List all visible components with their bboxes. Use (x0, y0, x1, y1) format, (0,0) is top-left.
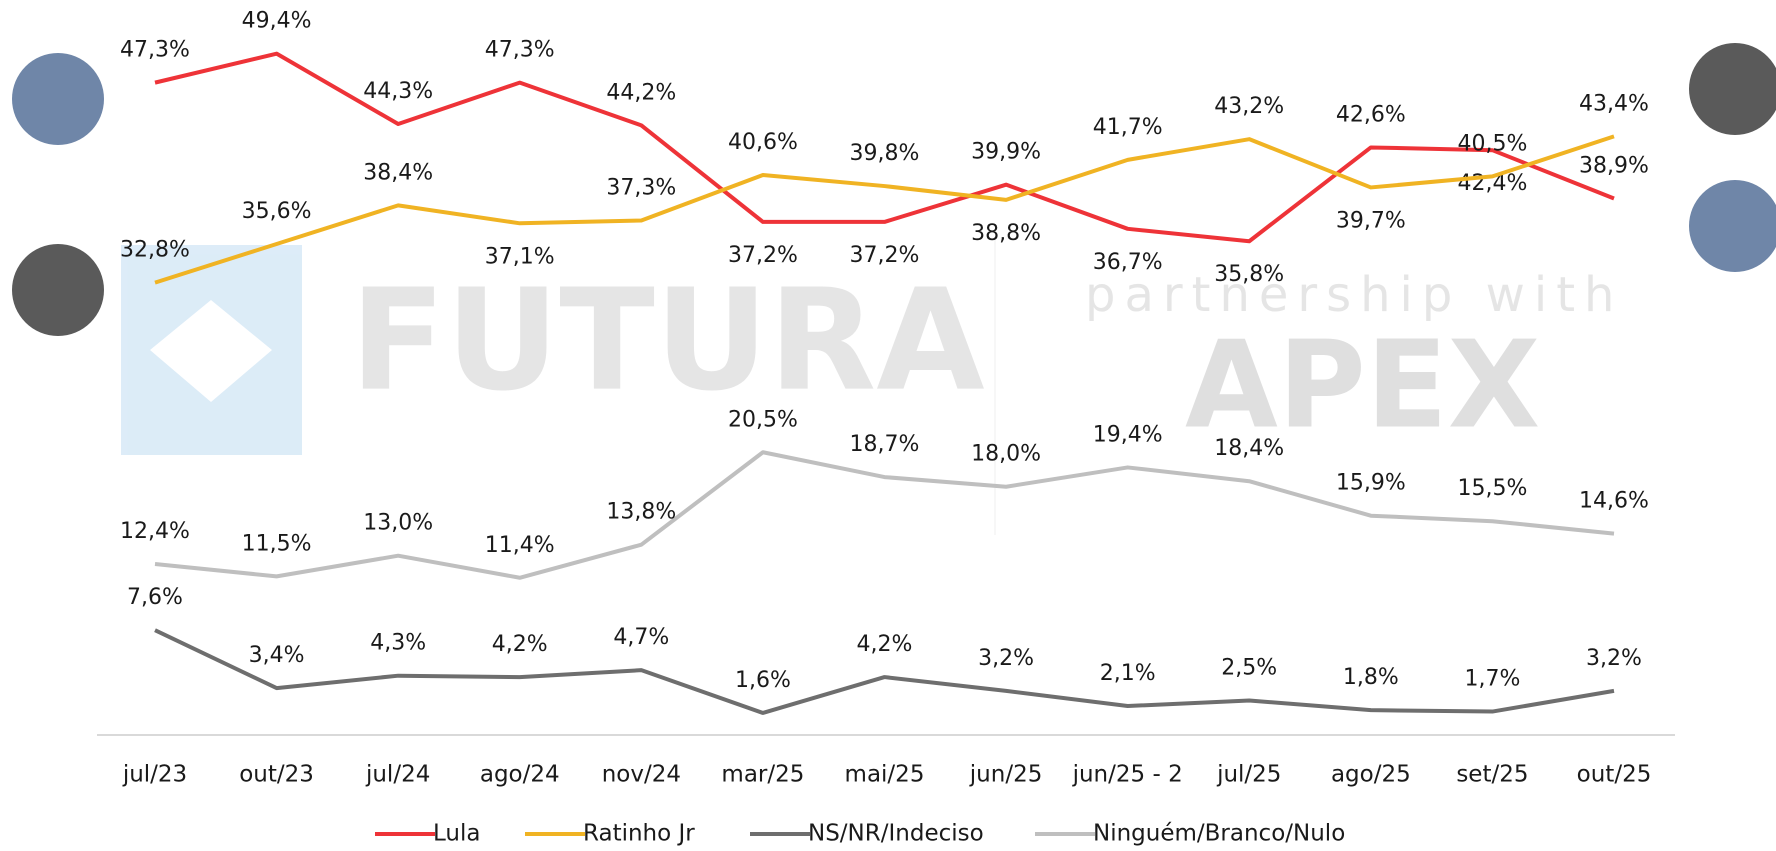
legend-label: Ratinho Jr (583, 821, 695, 847)
legend-label: Ninguém/Branco/Nulo (1093, 821, 1345, 847)
value-label: 37,3% (606, 176, 676, 201)
value-label: 38,8% (971, 221, 1041, 246)
value-label: 38,4% (363, 160, 433, 185)
value-label: 11,5% (242, 531, 312, 556)
value-label: 18,7% (850, 432, 920, 457)
value-label: 4,7% (613, 625, 669, 650)
watermark-partner-line: partnership with (1085, 267, 1623, 323)
value-label: 37,2% (728, 243, 798, 268)
photo-ratinho-left (12, 244, 104, 336)
value-label: 3,4% (249, 643, 305, 668)
watermark-brand: FUTURA (350, 260, 985, 423)
x-tick-label: jul/24 (365, 762, 430, 788)
x-tick-label: nov/24 (602, 762, 681, 788)
value-label: 2,1% (1100, 661, 1156, 686)
x-tick-label: out/23 (239, 762, 314, 788)
value-label: 42,6% (1336, 102, 1406, 127)
value-label: 1,7% (1464, 667, 1520, 692)
value-label: 49,4% (242, 9, 312, 34)
value-label: 19,4% (1093, 422, 1163, 447)
value-label: 12,4% (120, 519, 190, 544)
value-label: 37,2% (850, 243, 920, 268)
watermark-partner: APEX (1185, 317, 1540, 456)
value-label: 36,7% (1093, 250, 1163, 275)
value-label: 44,3% (363, 79, 433, 104)
value-label: 3,2% (1586, 646, 1642, 671)
value-label: 35,8% (1214, 262, 1284, 287)
x-tick-label: jul/23 (122, 762, 187, 788)
x-tick-label: out/25 (1577, 762, 1652, 788)
x-tick-label: jul/25 (1216, 762, 1281, 788)
value-label: 3,2% (978, 646, 1034, 671)
x-tick-label: set/25 (1456, 762, 1528, 788)
value-label: 44,2% (606, 80, 676, 105)
photo-ratinho-right (1689, 43, 1776, 135)
value-label: 1,8% (1343, 665, 1399, 690)
value-label: 40,5% (1457, 131, 1527, 156)
x-tick-label: jun/25 (969, 762, 1043, 788)
value-label: 35,6% (242, 199, 312, 224)
photo-lula-right (1689, 180, 1776, 272)
value-label: 2,5% (1221, 656, 1277, 681)
chart: FUTURA partnership with APEX jul/23 out/2… (0, 0, 1776, 851)
legend-label: Lula (433, 821, 480, 847)
value-label: 18,0% (971, 442, 1041, 467)
legend-label: NS/NR/Indeciso (808, 821, 984, 847)
value-label: 32,8% (120, 238, 190, 263)
value-label: 13,8% (606, 500, 676, 525)
x-tick-label: ago/24 (480, 762, 560, 788)
value-label: 47,3% (120, 38, 190, 63)
value-label: 37,1% (485, 244, 555, 269)
photo-lula-left (12, 53, 104, 145)
value-label: 11,4% (485, 533, 555, 558)
value-label: 47,3% (485, 38, 555, 63)
x-tick-label: mai/25 (845, 762, 925, 788)
value-label: 39,7% (1336, 208, 1406, 233)
value-label: 39,8% (850, 141, 920, 166)
value-label: 4,3% (370, 631, 426, 656)
value-label: 43,4% (1579, 91, 1649, 116)
x-tick-label: ago/25 (1331, 762, 1411, 788)
value-label: 20,5% (728, 407, 798, 432)
value-label: 1,6% (735, 668, 791, 693)
value-label: 18,4% (1214, 436, 1284, 461)
value-label: 38,9% (1579, 153, 1649, 178)
value-label: 15,5% (1457, 476, 1527, 501)
value-label: 4,2% (857, 632, 913, 657)
value-label: 15,9% (1336, 471, 1406, 496)
x-tick-label: mar/25 (721, 762, 804, 788)
value-label: 4,2% (492, 632, 548, 657)
value-label: 43,2% (1214, 94, 1284, 119)
value-label: 40,6% (728, 130, 798, 155)
value-label: 39,9% (971, 140, 1041, 165)
value-label: 7,6% (127, 585, 183, 610)
x-tick-label: jun/25 - 2 (1072, 762, 1183, 788)
value-label: 13,0% (363, 511, 433, 536)
value-label: 14,6% (1579, 489, 1649, 514)
value-label: 41,7% (1093, 115, 1163, 140)
